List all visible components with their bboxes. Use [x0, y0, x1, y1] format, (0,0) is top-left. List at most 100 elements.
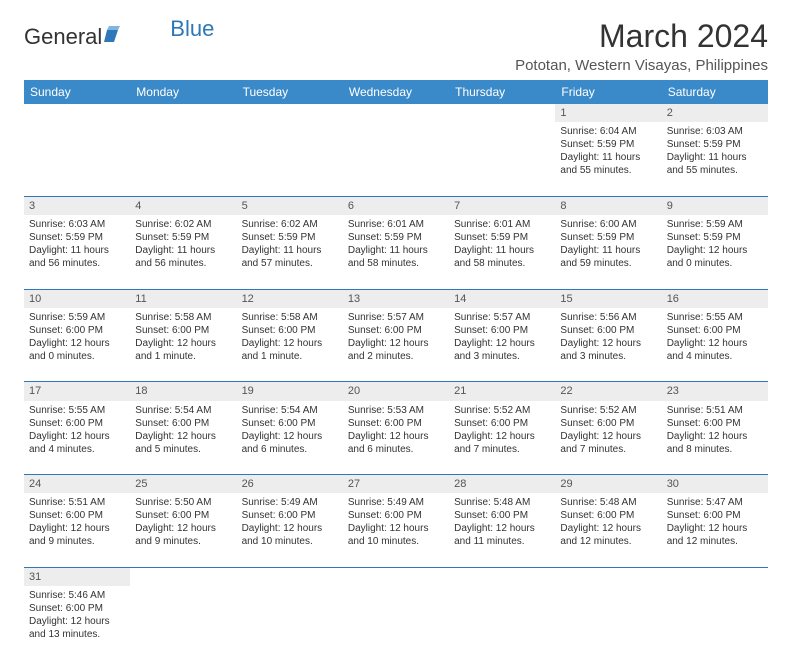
day-day1: Daylight: 12 hours [560, 522, 656, 535]
day-cell: Sunrise: 5:47 AMSunset: 6:00 PMDaylight:… [662, 493, 768, 567]
day-cell: Sunrise: 6:03 AMSunset: 5:59 PMDaylight:… [24, 215, 130, 289]
day-day1: Daylight: 12 hours [667, 244, 763, 257]
page-header: General Blue March 2024 Pototan, Western… [24, 18, 768, 74]
day-sunset: Sunset: 6:00 PM [29, 509, 125, 522]
day-cell [343, 586, 449, 660]
day-number-row: 10111213141516 [24, 289, 768, 308]
day-number: 2 [662, 104, 768, 122]
day-sunrise: Sunrise: 5:46 AM [29, 589, 125, 602]
day-cell [130, 586, 236, 660]
day-day2: and 59 minutes. [560, 257, 656, 270]
day-cell: Sunrise: 5:50 AMSunset: 6:00 PMDaylight:… [130, 493, 236, 567]
weekday-header: Monday [130, 80, 236, 104]
flag-icon [104, 24, 128, 50]
day-cell: Sunrise: 5:46 AMSunset: 6:00 PMDaylight:… [24, 586, 130, 660]
day-cell: Sunrise: 6:04 AMSunset: 5:59 PMDaylight:… [555, 122, 661, 196]
day-sunrise: Sunrise: 6:02 AM [135, 218, 231, 231]
day-number: 21 [449, 382, 555, 401]
day-day2: and 13 minutes. [29, 628, 125, 641]
day-sunrise: Sunrise: 5:59 AM [667, 218, 763, 231]
day-sunset: Sunset: 6:00 PM [560, 417, 656, 430]
day-number: 11 [130, 289, 236, 308]
day-cell [449, 586, 555, 660]
day-day2: and 6 minutes. [348, 443, 444, 456]
day-cell: Sunrise: 5:56 AMSunset: 6:00 PMDaylight:… [555, 308, 661, 382]
day-number-row: 17181920212223 [24, 382, 768, 401]
day-sunset: Sunset: 5:59 PM [560, 138, 656, 151]
day-cell: Sunrise: 5:58 AMSunset: 6:00 PMDaylight:… [130, 308, 236, 382]
day-sunset: Sunset: 6:00 PM [667, 417, 763, 430]
day-sunrise: Sunrise: 6:02 AM [242, 218, 338, 231]
day-sunrise: Sunrise: 5:57 AM [454, 311, 550, 324]
day-day1: Daylight: 12 hours [29, 615, 125, 628]
day-data-row: Sunrise: 5:46 AMSunset: 6:00 PMDaylight:… [24, 586, 768, 660]
day-sunrise: Sunrise: 5:48 AM [454, 496, 550, 509]
day-day1: Daylight: 12 hours [242, 337, 338, 350]
weekday-header-row: SundayMondayTuesdayWednesdayThursdayFrid… [24, 80, 768, 104]
day-number: 31 [24, 567, 130, 586]
day-day1: Daylight: 11 hours [29, 244, 125, 257]
day-cell: Sunrise: 5:53 AMSunset: 6:00 PMDaylight:… [343, 401, 449, 475]
day-cell [343, 122, 449, 196]
day-sunrise: Sunrise: 5:52 AM [454, 404, 550, 417]
day-sunset: Sunset: 6:00 PM [29, 324, 125, 337]
day-sunrise: Sunrise: 5:47 AM [667, 496, 763, 509]
day-sunrise: Sunrise: 5:55 AM [667, 311, 763, 324]
day-day2: and 9 minutes. [135, 535, 231, 548]
day-cell [130, 122, 236, 196]
day-number [130, 567, 236, 586]
day-number: 10 [24, 289, 130, 308]
day-sunrise: Sunrise: 6:03 AM [29, 218, 125, 231]
day-sunset: Sunset: 5:59 PM [560, 231, 656, 244]
day-number [555, 567, 661, 586]
day-number: 23 [662, 382, 768, 401]
day-day2: and 57 minutes. [242, 257, 338, 270]
day-day2: and 3 minutes. [454, 350, 550, 363]
day-day1: Daylight: 11 hours [348, 244, 444, 257]
day-number [662, 567, 768, 586]
day-sunset: Sunset: 6:00 PM [242, 509, 338, 522]
day-day2: and 1 minute. [242, 350, 338, 363]
day-day2: and 9 minutes. [29, 535, 125, 548]
day-sunrise: Sunrise: 5:51 AM [29, 496, 125, 509]
day-day2: and 7 minutes. [560, 443, 656, 456]
weekday-header: Tuesday [237, 80, 343, 104]
day-data-row: Sunrise: 5:55 AMSunset: 6:00 PMDaylight:… [24, 401, 768, 475]
logo-text-b: Blue [170, 16, 214, 42]
day-sunrise: Sunrise: 6:04 AM [560, 125, 656, 138]
day-cell: Sunrise: 5:48 AMSunset: 6:00 PMDaylight:… [555, 493, 661, 567]
day-day2: and 55 minutes. [560, 164, 656, 177]
day-cell: Sunrise: 6:02 AMSunset: 5:59 PMDaylight:… [130, 215, 236, 289]
day-day1: Daylight: 12 hours [454, 430, 550, 443]
day-data-row: Sunrise: 6:03 AMSunset: 5:59 PMDaylight:… [24, 215, 768, 289]
day-day1: Daylight: 12 hours [29, 337, 125, 350]
day-sunrise: Sunrise: 6:03 AM [667, 125, 763, 138]
day-number [449, 567, 555, 586]
day-cell [24, 122, 130, 196]
day-number: 25 [130, 475, 236, 494]
day-day2: and 1 minute. [135, 350, 231, 363]
day-sunset: Sunset: 6:00 PM [348, 324, 444, 337]
day-sunset: Sunset: 5:59 PM [135, 231, 231, 244]
day-day2: and 4 minutes. [29, 443, 125, 456]
day-number: 26 [237, 475, 343, 494]
day-data-row: Sunrise: 5:51 AMSunset: 6:00 PMDaylight:… [24, 493, 768, 567]
weekday-header: Thursday [449, 80, 555, 104]
day-number-row: 12 [24, 104, 768, 122]
day-day2: and 58 minutes. [454, 257, 550, 270]
day-day2: and 0 minutes. [29, 350, 125, 363]
day-sunrise: Sunrise: 6:01 AM [348, 218, 444, 231]
day-sunset: Sunset: 6:00 PM [29, 602, 125, 615]
day-day1: Daylight: 12 hours [135, 337, 231, 350]
day-sunset: Sunset: 6:00 PM [560, 509, 656, 522]
day-number: 19 [237, 382, 343, 401]
day-number [237, 104, 343, 122]
day-sunrise: Sunrise: 5:54 AM [242, 404, 338, 417]
day-sunset: Sunset: 6:00 PM [454, 324, 550, 337]
day-sunrise: Sunrise: 6:00 AM [560, 218, 656, 231]
day-sunrise: Sunrise: 5:52 AM [560, 404, 656, 417]
day-day2: and 5 minutes. [135, 443, 231, 456]
day-day1: Daylight: 11 hours [135, 244, 231, 257]
day-sunrise: Sunrise: 5:51 AM [667, 404, 763, 417]
day-day2: and 10 minutes. [348, 535, 444, 548]
